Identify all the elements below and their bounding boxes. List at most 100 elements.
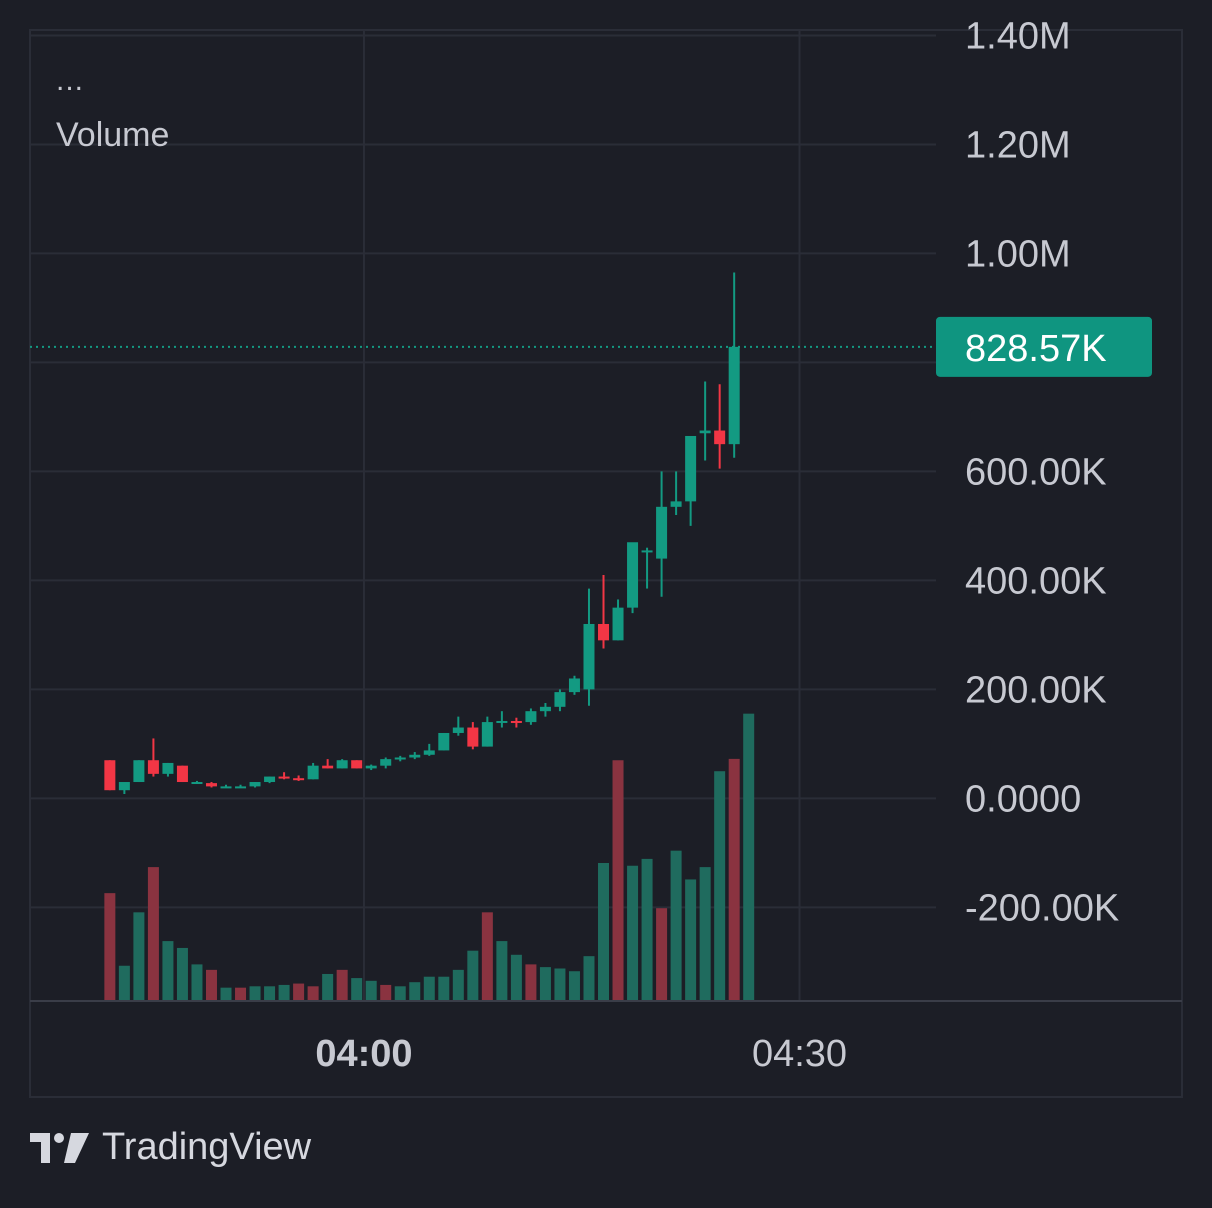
volume-bar bbox=[307, 986, 319, 1000]
volume-bar bbox=[583, 956, 595, 1000]
candle-body bbox=[452, 727, 464, 733]
volume-bar bbox=[685, 879, 697, 1000]
volume-bar bbox=[699, 867, 711, 1000]
volume-bar bbox=[162, 941, 174, 1000]
volume-bar bbox=[278, 984, 290, 1000]
candle-body bbox=[133, 760, 145, 783]
candle-body bbox=[598, 623, 610, 641]
candle-body bbox=[583, 623, 595, 690]
candle-body bbox=[380, 759, 392, 766]
volume-bar bbox=[365, 980, 377, 1000]
candle-body bbox=[205, 783, 217, 787]
candle-body bbox=[525, 711, 537, 723]
volume-bar bbox=[351, 978, 363, 1000]
x-axis-tick-label: 04:30 bbox=[752, 1033, 847, 1075]
brand-name: TradingView bbox=[102, 1126, 312, 1168]
candle-body bbox=[235, 786, 247, 789]
volume-bar bbox=[743, 713, 755, 1000]
volume-bar bbox=[118, 965, 130, 1000]
candle-body bbox=[481, 722, 493, 747]
y-axis-tick-label: 1.20M bbox=[965, 124, 1071, 166]
volume-bar bbox=[235, 987, 247, 1000]
volume-bar bbox=[467, 950, 479, 1000]
candle-body bbox=[278, 776, 290, 779]
volume-bar bbox=[656, 908, 668, 1000]
volume-bar bbox=[598, 863, 610, 1000]
candle-body bbox=[423, 750, 435, 755]
volume-bar bbox=[539, 967, 551, 1000]
volume-bar bbox=[176, 947, 188, 1000]
y-axis-tick-label: 0.0000 bbox=[965, 778, 1081, 820]
volume-bar bbox=[728, 758, 740, 1000]
candle-body bbox=[685, 435, 697, 502]
candle-body bbox=[714, 430, 726, 445]
y-axis-tick-label: 600.00K bbox=[965, 451, 1107, 493]
volume-bar bbox=[641, 858, 653, 1000]
legend-volume-label: Volume bbox=[56, 116, 170, 154]
candle-body bbox=[554, 692, 566, 707]
volume-bar bbox=[264, 986, 276, 1000]
last-price-badge bbox=[936, 316, 1152, 377]
volume-bar bbox=[568, 971, 580, 1000]
volume-bar bbox=[714, 771, 726, 1000]
volume-bar bbox=[409, 982, 421, 1000]
candle-body bbox=[641, 550, 653, 553]
volume-bar bbox=[191, 964, 203, 1000]
volume-bar bbox=[336, 969, 348, 1000]
volume-bar bbox=[438, 976, 450, 1000]
candle-body bbox=[496, 720, 508, 723]
x-axis-tick-label: 04:00 bbox=[315, 1033, 412, 1075]
volume-bar bbox=[133, 912, 145, 1000]
tradingview-logo-icon bbox=[30, 1132, 89, 1163]
brand[interactable]: TradingView bbox=[30, 1126, 311, 1169]
candle-body bbox=[351, 760, 363, 769]
volume-bar bbox=[496, 941, 508, 1000]
candle-body bbox=[104, 760, 116, 791]
candle-body bbox=[322, 765, 334, 769]
volume-bar bbox=[394, 986, 406, 1000]
candle-body bbox=[656, 506, 668, 559]
candle-body bbox=[365, 765, 377, 769]
volume-bar bbox=[554, 968, 566, 1000]
y-axis-tick-label: 1.00M bbox=[965, 233, 1071, 275]
volume-bar bbox=[104, 893, 116, 1000]
y-axis-tick-label: -200.00K bbox=[965, 887, 1119, 929]
volume-bar bbox=[525, 964, 537, 1000]
volume-bar bbox=[293, 983, 305, 1000]
volume-bar bbox=[452, 969, 464, 1000]
volume-bar bbox=[612, 760, 624, 1000]
candle-body bbox=[510, 720, 522, 723]
candle-body bbox=[394, 757, 406, 760]
candle-body bbox=[467, 727, 479, 747]
candle-body bbox=[568, 678, 580, 693]
candle-body bbox=[118, 782, 130, 791]
last-price-label: 828.57K bbox=[965, 328, 1107, 370]
candle-body bbox=[627, 542, 639, 608]
candle-body bbox=[728, 346, 740, 445]
candle-body bbox=[162, 762, 174, 774]
y-axis-tick-label: 1.40M bbox=[965, 15, 1071, 57]
legend-menu-dots[interactable]: ... bbox=[56, 64, 85, 97]
volume-bar bbox=[670, 850, 682, 1000]
volume-bar bbox=[380, 984, 392, 1000]
candle-body bbox=[612, 607, 624, 641]
volume-bar bbox=[510, 954, 522, 1000]
volume-bar bbox=[423, 976, 435, 1000]
candle-body bbox=[699, 430, 711, 434]
candle-body bbox=[220, 786, 232, 789]
candle-body bbox=[176, 765, 188, 783]
candle-body bbox=[409, 754, 421, 758]
y-axis-tick-label: 200.00K bbox=[965, 669, 1107, 711]
candle-body bbox=[264, 776, 276, 783]
volume-bar bbox=[322, 973, 334, 1000]
volume-bar bbox=[220, 987, 232, 1000]
volume-bar bbox=[627, 865, 639, 1000]
candle-body bbox=[307, 765, 319, 780]
candle-body bbox=[191, 782, 203, 785]
volume-bar bbox=[481, 912, 493, 1000]
volume-bar bbox=[147, 867, 159, 1000]
candle-body bbox=[293, 778, 305, 781]
candle-body bbox=[438, 732, 450, 751]
